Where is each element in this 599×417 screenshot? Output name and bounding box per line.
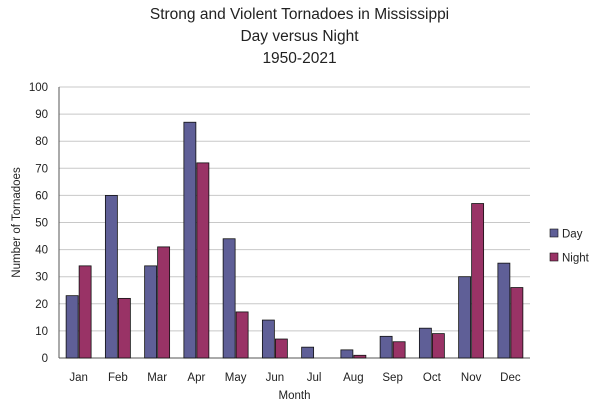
x-tick-label: Sep <box>382 372 402 384</box>
chart-title-line-1: Strong and Violent Tornadoes in Mississi… <box>149 6 450 23</box>
bar-night-dec <box>510 287 524 359</box>
bar-day-feb <box>104 194 118 359</box>
bar-night-jan <box>78 265 92 359</box>
bar-night-oct <box>431 333 445 359</box>
y-tick-label: 60 <box>35 190 48 202</box>
bar-night-nov <box>471 203 485 359</box>
bar-day-nov <box>458 276 472 359</box>
x-tick-label: Feb <box>108 372 128 384</box>
x-tick-label: Jun <box>266 372 285 384</box>
x-tick-label: Jul <box>307 372 322 384</box>
bar-night-feb <box>117 297 131 359</box>
y-tick-label: 70 <box>35 163 48 175</box>
chart-title-line-3: 1950-2021 <box>262 50 337 67</box>
y-tick-label: 90 <box>35 109 48 121</box>
y-tick-label: 10 <box>35 326 48 338</box>
y-tick-label: 20 <box>35 299 48 311</box>
x-tick-label: Mar <box>147 372 167 384</box>
y-tick-label: 30 <box>35 272 48 284</box>
bar-night-apr <box>196 162 210 359</box>
bar-day-dec <box>497 262 511 359</box>
bar-night-jun <box>274 338 288 359</box>
x-tick-label: Jan <box>69 372 88 384</box>
bar-day-jun <box>261 319 275 359</box>
y-tick-label: 40 <box>35 245 48 257</box>
y-tick-label: 0 <box>42 353 48 365</box>
x-tick-label: Aug <box>343 372 363 384</box>
legend-swatch-night <box>549 252 559 262</box>
legend-swatch-day <box>549 228 559 238</box>
bar-night-mar <box>157 246 171 359</box>
bar-day-sep <box>379 335 393 359</box>
x-tick-label: May <box>225 372 247 384</box>
y-tick-label: 100 <box>29 82 48 94</box>
y-axis-title: Number of Tornadoes <box>11 167 23 278</box>
bar-day-apr <box>183 121 197 359</box>
x-tick-label: Oct <box>423 372 442 384</box>
bar-day-aug <box>340 349 354 359</box>
x-tick-label: Dec <box>500 372 521 384</box>
bar-day-jul <box>301 346 315 359</box>
x-axis-title: Month <box>279 390 311 402</box>
x-tick-label: Apr <box>187 372 205 384</box>
y-tick-label: 80 <box>35 136 48 148</box>
bar-night-sep <box>392 341 406 359</box>
legend-label-day: Day <box>562 229 583 241</box>
legend-label-night: Night <box>562 253 590 265</box>
bar-day-may <box>222 238 236 359</box>
bar-night-aug <box>353 354 367 359</box>
bar-day-jan <box>65 295 79 359</box>
bar-night-may <box>235 311 249 359</box>
chart-title-line-2: Day versus Night <box>240 28 359 45</box>
bar-day-oct <box>418 327 432 359</box>
bar-day-mar <box>144 265 158 359</box>
x-tick-label: Nov <box>461 372 482 384</box>
y-tick-label: 50 <box>35 218 48 230</box>
